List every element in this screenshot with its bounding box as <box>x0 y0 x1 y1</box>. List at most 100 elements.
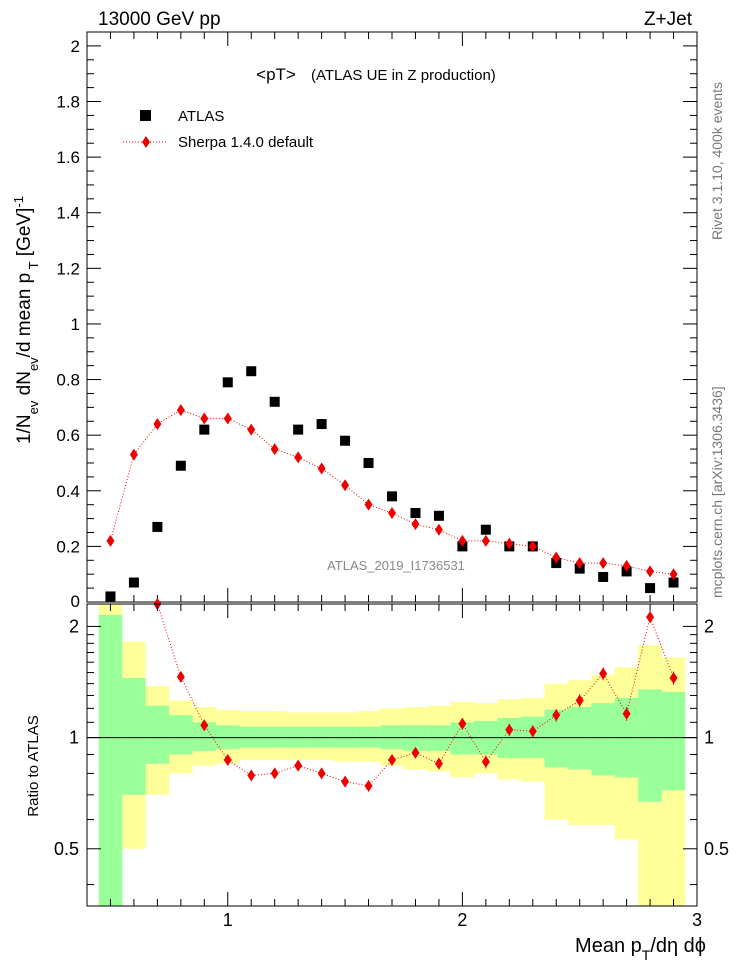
ratio-sherpa-point <box>599 667 608 680</box>
legend: ATLAS Sherpa 1.4.0 default <box>123 108 314 151</box>
main-y-tick-label: 1.8 <box>56 93 80 112</box>
atlas-point <box>645 583 656 594</box>
sherpa-point <box>411 518 420 531</box>
legend-atlas-label: ATLAS <box>178 108 224 125</box>
main-y-tick-label: 0.4 <box>56 482 80 501</box>
atlas-point <box>152 521 163 532</box>
atlas-point <box>269 396 280 407</box>
analysis-watermark: ATLAS_2019_I1736531 <box>327 558 465 573</box>
ratio-y-tick-label-right: 1 <box>704 728 714 748</box>
ratio-sherpa-point <box>176 670 185 683</box>
atlas-point <box>199 424 210 435</box>
ratio-sherpa-point <box>388 753 396 766</box>
ratio-y-tick-label-right: 2 <box>704 616 714 636</box>
ratio-sherpa-point <box>270 767 279 780</box>
ratio-inner-band <box>591 703 615 776</box>
main-y-tick-label: 0.6 <box>56 426 80 445</box>
sherpa-point <box>458 534 467 547</box>
ratio-plot-panel: 0.5 0.5 1 1 2 2 1 2 3 <box>54 598 729 930</box>
ratio-y-axis-title: Ratio to ATLAS <box>25 715 42 816</box>
atlas-point <box>128 577 139 588</box>
main-y-tick-label: 1 <box>71 315 80 334</box>
ratio-sherpa-point <box>646 611 655 624</box>
main-y-axis-title-text: 1/Nev dNev/d mean p T [GeV]-1 <box>11 196 41 444</box>
sherpa-point <box>294 451 303 464</box>
atlas-point <box>410 508 421 519</box>
sherpa-point <box>106 534 115 547</box>
atlas-point <box>387 491 397 502</box>
ratio-sherpa-point <box>200 719 209 732</box>
atlas-point <box>363 457 374 468</box>
plot-title-main: <pT> <box>256 65 296 84</box>
plot-title-sub: (ATLAS UE in Z production) <box>311 67 496 84</box>
ratio-sherpa-point <box>458 717 467 730</box>
ratio-sherpa-point <box>528 725 537 738</box>
ratio-y-tick-label-right: 0.5 <box>704 839 729 859</box>
sherpa-point <box>317 462 326 475</box>
atlas-point <box>598 571 609 582</box>
atlas-point <box>316 419 327 430</box>
sherpa-point <box>200 412 209 425</box>
sherpa-point <box>129 448 138 461</box>
main-y-tick-label-zero: 0 <box>71 592 80 611</box>
x-axis-title: Mean pT/dη dϕ <box>575 935 706 963</box>
header-process: Z+Jet <box>644 9 693 30</box>
main-y-axis-title: 1/Nev dNev/d mean p T [GeV]-1 <box>11 196 41 444</box>
main-y-tick-label: 1.2 <box>56 259 80 278</box>
main-y-tick-label: 2 <box>71 37 80 56</box>
ratio-inner-band <box>544 709 568 768</box>
sherpa-point <box>364 498 373 511</box>
sherpa-point <box>434 523 443 536</box>
atlas-point <box>246 366 257 377</box>
sherpa-point <box>552 551 561 564</box>
atlas-point <box>340 435 351 446</box>
main-plot-panel: 0.2 0.4 0.6 0.8 1 1.2 1.4 1.6 1.8 2 0 <box>56 31 698 611</box>
atlas-point <box>480 524 491 535</box>
atlas-point <box>175 460 186 471</box>
ratio-inner-band <box>145 705 170 764</box>
sherpa-point <box>646 565 655 578</box>
sherpa-point <box>270 443 279 456</box>
sherpa-point <box>599 557 608 570</box>
ratio-sherpa-point <box>341 775 350 788</box>
sherpa-point <box>528 540 537 553</box>
ratio-inner-band <box>169 715 193 755</box>
ratio-sherpa-point <box>552 709 561 722</box>
ratio-inner-band <box>98 614 123 906</box>
sherpa-point <box>176 404 185 417</box>
sherpa-point <box>341 479 350 492</box>
sherpa-point <box>575 557 584 570</box>
ratio-inner-band <box>567 707 592 770</box>
sherpa-point <box>223 412 232 425</box>
ratio-inner-band <box>122 678 146 795</box>
ratio-sherpa-point <box>364 779 373 792</box>
ratio-sherpa-point <box>223 753 232 766</box>
x-tick-label: 3 <box>692 910 702 930</box>
legend-sherpa-label: Sherpa 1.4.0 default <box>178 134 314 151</box>
legend-sherpa-marker <box>142 136 150 148</box>
main-y-tick-label: 1.6 <box>56 148 80 167</box>
main-plot-title: <pT> (ATLAS UE in Z production) <box>256 65 496 84</box>
ratio-sherpa-point <box>669 672 678 685</box>
header-energy: 13000 GeV pp <box>98 9 221 30</box>
ratio-sherpa-point <box>317 767 326 780</box>
sherpa-point <box>247 423 256 436</box>
ratio-inner-band <box>661 691 686 791</box>
ratio-inner-band <box>192 722 217 751</box>
sherpa-point <box>481 534 490 547</box>
sherpa-point <box>669 568 678 581</box>
sherpa-point <box>505 537 514 550</box>
ratio-sherpa-point <box>481 755 490 768</box>
ratio-sherpa-point <box>505 723 514 736</box>
rivet-side-label: Rivet 3.1.10, 400k events <box>709 82 725 240</box>
x-tick-label: 2 <box>457 910 467 930</box>
ratio-sherpa-point <box>434 757 443 770</box>
ratio-y-tick-label: 2 <box>69 616 79 636</box>
sherpa-point <box>153 418 162 431</box>
atlas-point <box>668 577 679 588</box>
ratio-sherpa-point <box>294 759 303 772</box>
main-y-tick-label: 1.4 <box>56 204 80 223</box>
ratio-inner-band <box>403 725 428 751</box>
ratio-y-tick-label: 0.5 <box>54 839 79 859</box>
